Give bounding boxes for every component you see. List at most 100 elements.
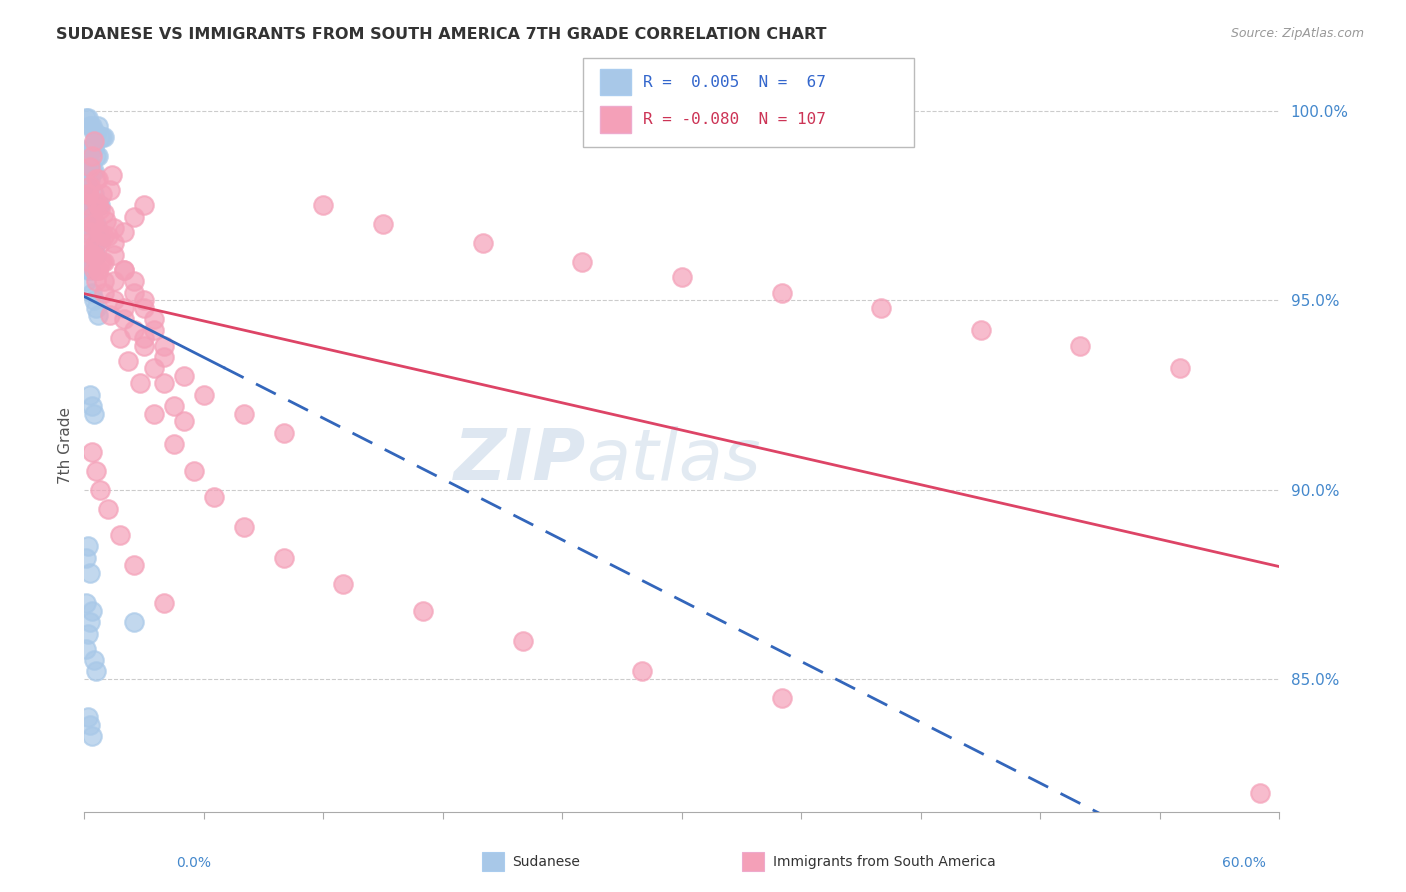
Text: Immigrants from South America: Immigrants from South America [773, 855, 995, 869]
Point [122, 558, 145, 573]
Point [89, 198, 111, 212]
Point [122, 323, 145, 337]
Point [89, 202, 111, 216]
Point [332, 577, 354, 591]
Point [232, 407, 254, 421]
Point [97, 228, 120, 243]
Point [143, 323, 166, 337]
Point [103, 293, 125, 307]
Point [87, 119, 110, 133]
Point [143, 361, 166, 376]
Point [89, 483, 111, 497]
Point [79, 156, 101, 170]
Text: R = -0.080  N = 107: R = -0.080 N = 107 [643, 112, 825, 127]
Text: SUDANESE VS IMMIGRANTS FROM SOUTH AMERICA 7TH GRADE CORRELATION CHART: SUDANESE VS IMMIGRANTS FROM SOUTH AMERIC… [56, 27, 827, 42]
Point [79, 717, 101, 731]
Point [89, 236, 111, 251]
Point [82, 399, 104, 413]
Point [373, 217, 395, 231]
Point [132, 331, 156, 345]
Point [82, 217, 104, 231]
Point [77, 262, 100, 277]
Point [103, 236, 125, 251]
Point [82, 444, 104, 458]
Point [77, 186, 100, 201]
Point [273, 425, 295, 440]
Point [82, 194, 104, 209]
Point [93, 228, 115, 243]
Point [79, 179, 101, 194]
Point [91, 255, 114, 269]
Point [87, 171, 110, 186]
Point [671, 270, 693, 285]
Point [83, 262, 105, 277]
Point [89, 255, 111, 269]
Point [82, 210, 104, 224]
Point [122, 210, 145, 224]
Point [173, 368, 195, 383]
Point [79, 210, 101, 224]
Point [153, 350, 176, 364]
Point [83, 240, 105, 254]
Point [86, 217, 108, 231]
Point [193, 388, 215, 402]
Point [103, 221, 125, 235]
Point [110, 528, 132, 542]
Point [512, 634, 534, 648]
Point [75, 247, 97, 261]
Point [79, 225, 101, 239]
Point [82, 119, 104, 133]
Point [75, 225, 97, 239]
Point [87, 262, 110, 277]
Point [83, 164, 105, 178]
Point [87, 225, 110, 239]
Text: Source: ZipAtlas.com: Source: ZipAtlas.com [1230, 27, 1364, 40]
Point [412, 604, 434, 618]
Point [770, 691, 793, 706]
Point [75, 111, 97, 125]
Point [173, 414, 195, 428]
Point [110, 331, 132, 345]
Point [75, 641, 97, 656]
Point [87, 149, 110, 163]
Point [79, 141, 101, 155]
Point [77, 156, 100, 170]
Point [75, 217, 97, 231]
Point [1249, 786, 1271, 800]
Point [89, 225, 111, 239]
Point [770, 285, 793, 300]
Point [82, 164, 104, 178]
Point [89, 130, 111, 145]
Point [132, 293, 156, 307]
Point [79, 388, 101, 402]
Point [1069, 338, 1091, 352]
Point [631, 665, 654, 679]
Point [87, 308, 110, 322]
Point [183, 464, 205, 478]
Point [86, 247, 108, 261]
Point [83, 653, 105, 667]
Point [122, 274, 145, 288]
Text: atlas: atlas [586, 426, 761, 495]
Point [163, 399, 186, 413]
Point [83, 247, 105, 261]
Point [86, 236, 108, 251]
Text: R =  0.005  N =  67: R = 0.005 N = 67 [643, 75, 825, 89]
Point [86, 274, 108, 288]
Point [122, 285, 145, 300]
Point [86, 171, 108, 186]
Point [83, 186, 105, 201]
Point [86, 149, 108, 163]
Point [77, 111, 100, 125]
Point [93, 255, 115, 269]
Y-axis label: 7th Grade: 7th Grade [58, 408, 73, 484]
Point [82, 729, 104, 743]
Point [970, 323, 993, 337]
Point [132, 198, 156, 212]
Point [79, 566, 101, 580]
Point [79, 119, 101, 133]
Point [83, 134, 105, 148]
Point [91, 186, 114, 201]
Point [98, 183, 121, 197]
Point [312, 198, 335, 212]
